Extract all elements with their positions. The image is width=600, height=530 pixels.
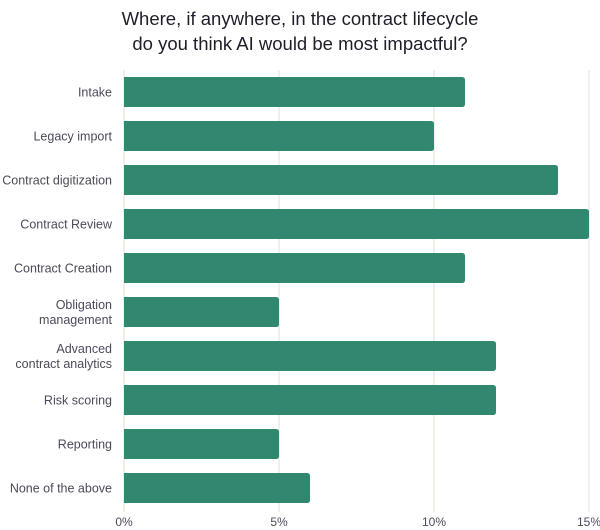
category-label-line: Contract Creation xyxy=(14,262,112,276)
category-label-line: None of the above xyxy=(10,482,112,496)
chart-title-line-2: do you think AI would be most impactful? xyxy=(132,33,468,54)
category-label: Contract digitization xyxy=(2,174,112,188)
category-label-line: Reporting xyxy=(58,438,112,452)
bar xyxy=(124,253,465,283)
bar xyxy=(124,473,310,503)
category-label: Intake xyxy=(78,86,112,100)
bar xyxy=(124,77,465,107)
category-label: Contract Creation xyxy=(14,262,112,276)
bar xyxy=(124,297,279,327)
category-label: Legacy import xyxy=(33,130,112,144)
category-label: Reporting xyxy=(58,438,112,452)
category-label-line: Contract digitization xyxy=(2,174,112,188)
x-tick-label: 5% xyxy=(270,515,288,529)
category-label: Contract Review xyxy=(20,218,113,232)
bar xyxy=(124,429,279,459)
bar xyxy=(124,385,496,415)
chart-title-line-1: Where, if anywhere, in the contract life… xyxy=(121,8,479,29)
bar xyxy=(124,341,496,371)
bar xyxy=(124,121,434,151)
category-label: Risk scoring xyxy=(44,394,112,408)
category-label-line: Legacy import xyxy=(33,130,112,144)
chart-title: Where, if anywhere, in the contract life… xyxy=(0,6,600,56)
bar xyxy=(124,165,558,195)
x-tick-label: 15% xyxy=(577,515,600,529)
category-label: None of the above xyxy=(10,482,112,496)
category-label: Advanced contract analytics xyxy=(15,342,112,371)
category-label-line: Contract Review xyxy=(20,218,113,232)
category-label-line: Risk scoring xyxy=(44,394,112,408)
x-tick-label: 10% xyxy=(422,515,446,529)
x-tick-label: 0% xyxy=(115,515,133,529)
category-label-line: Advanced xyxy=(56,342,112,356)
bar xyxy=(124,209,589,239)
category-label-line: Obligation xyxy=(56,298,112,312)
category-label-line: management xyxy=(39,313,112,327)
category-label-line: Intake xyxy=(78,86,112,100)
category-label: Obligation management xyxy=(39,298,112,327)
category-label-line: contract analytics xyxy=(15,357,112,371)
